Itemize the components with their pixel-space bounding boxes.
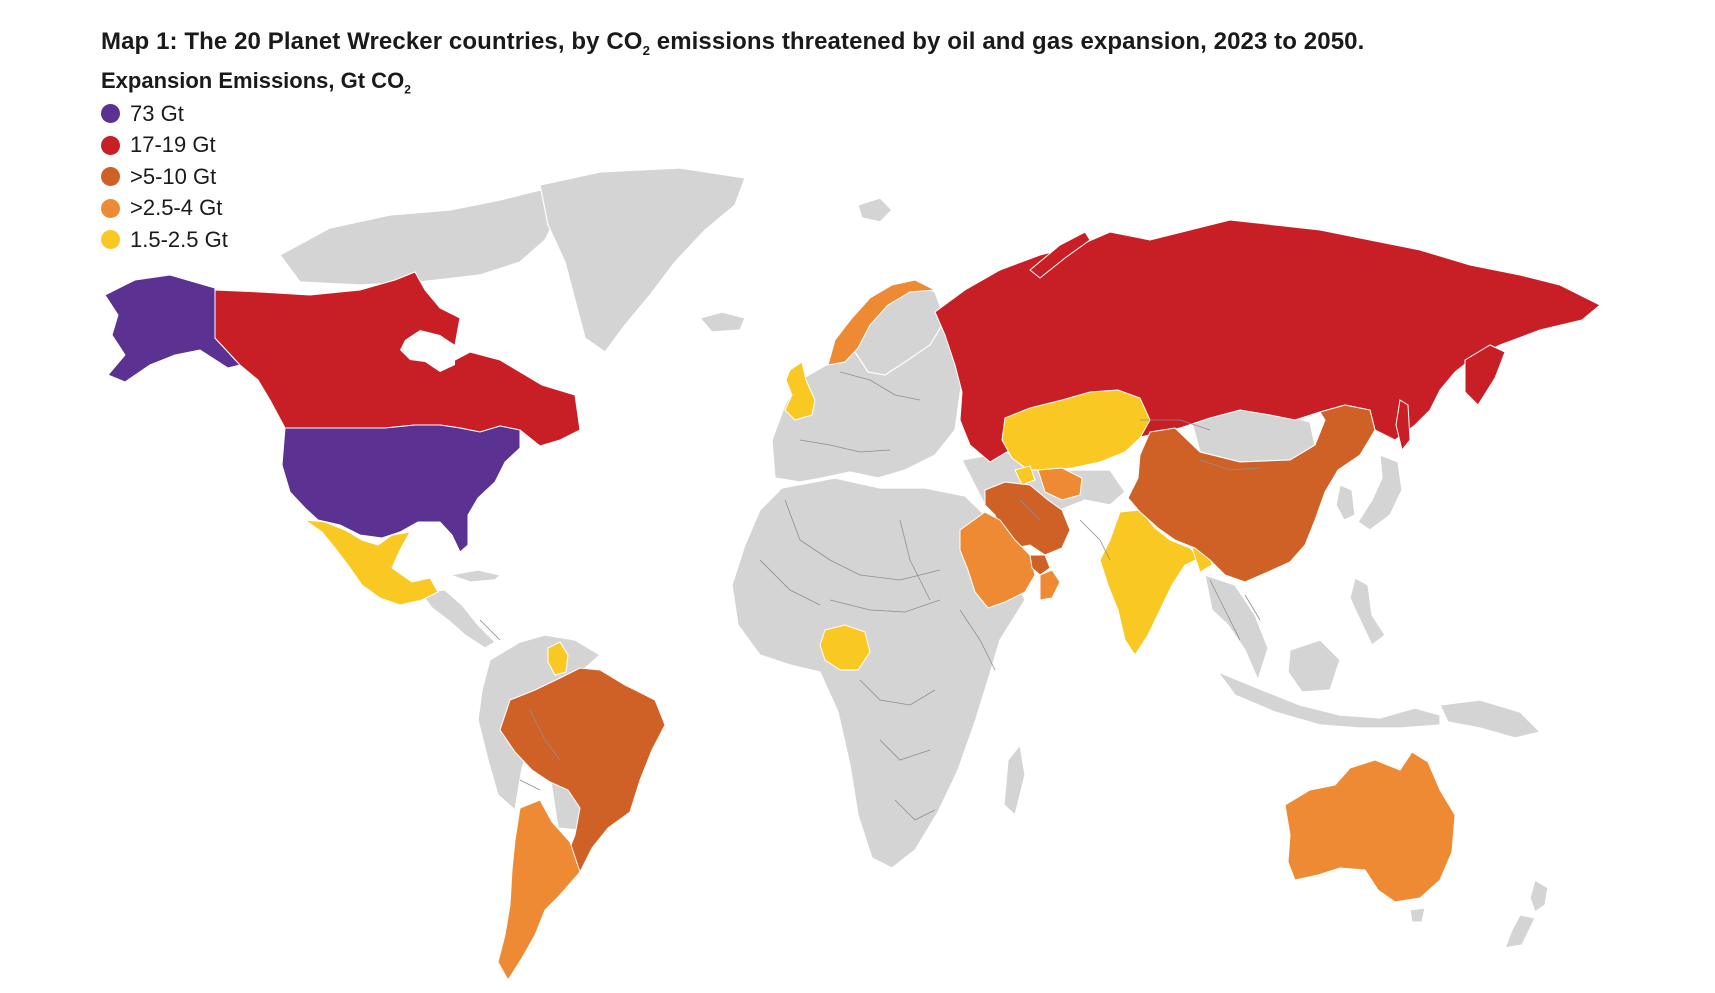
title-subscript: 2 bbox=[642, 42, 650, 58]
legend-swatch-orange bbox=[101, 198, 120, 218]
new-zealand bbox=[1504, 879, 1549, 949]
legend-item-2-5-4gt: >2.5-4 Gt bbox=[101, 193, 411, 225]
turkmenistan bbox=[1037, 467, 1083, 501]
caribbean bbox=[447, 569, 502, 583]
central-america bbox=[418, 589, 496, 649]
china bbox=[1127, 404, 1376, 583]
novaya-zemlya bbox=[1029, 231, 1091, 279]
highlighted-countries bbox=[104, 219, 1601, 981]
madagascar bbox=[1003, 743, 1026, 817]
legend-swatch-yellow bbox=[101, 230, 120, 250]
africa bbox=[731, 477, 1026, 869]
australia bbox=[1284, 751, 1456, 903]
legend-label: 1.5-2.5 Gt bbox=[130, 226, 228, 252]
brazil bbox=[499, 667, 666, 873]
legend-item-5-10gt: >5-10 Gt bbox=[101, 161, 411, 193]
legend-title-text: Expansion Emissions, Gt CO bbox=[101, 68, 405, 93]
new-guinea bbox=[1439, 699, 1542, 739]
legend-swatch-dark-orange bbox=[101, 167, 120, 187]
other-land bbox=[279, 167, 1549, 949]
azerbaijan bbox=[1014, 465, 1036, 486]
kazakhstan bbox=[1001, 389, 1151, 471]
legend-label: >5-10 Gt bbox=[130, 163, 217, 189]
borneo bbox=[1287, 639, 1341, 693]
legend-item-17-19gt: 17-19 Gt bbox=[101, 130, 411, 162]
legend-label: 17-19 Gt bbox=[130, 132, 216, 158]
oman bbox=[1039, 569, 1061, 601]
sakhalin bbox=[1395, 399, 1411, 452]
border-lines bbox=[479, 371, 1261, 821]
legend-label: 73 Gt bbox=[130, 100, 184, 126]
indonesia bbox=[1216, 670, 1441, 729]
legend-swatch-red bbox=[101, 135, 120, 155]
kamchatka bbox=[1464, 344, 1506, 406]
country-borders bbox=[479, 371, 1261, 821]
legend-swatch-purple bbox=[101, 104, 120, 124]
norway bbox=[827, 279, 937, 366]
iceland bbox=[698, 311, 746, 333]
legend-title: Expansion Emissions, Gt CO2 bbox=[101, 68, 411, 97]
legend-item-1-5-2-5gt: 1.5-2.5 Gt bbox=[101, 224, 411, 256]
japan bbox=[1357, 454, 1403, 531]
tasmania bbox=[1409, 907, 1426, 923]
saudi-arabia bbox=[959, 511, 1036, 609]
united-kingdom bbox=[784, 361, 816, 421]
legend-title-subscript: 2 bbox=[404, 82, 411, 97]
guyana bbox=[547, 641, 569, 676]
usa bbox=[281, 424, 521, 553]
title-text-before: Map 1: The 20 Planet Wrecker countries, … bbox=[101, 28, 643, 55]
india bbox=[1099, 509, 1201, 656]
title-text-after: emissions threatened by oil and gas expa… bbox=[650, 28, 1365, 55]
mexico bbox=[303, 519, 439, 606]
hudson-bay bbox=[400, 330, 455, 372]
argentina bbox=[497, 799, 581, 981]
philippines bbox=[1349, 577, 1386, 646]
legend-item-73gt: 73 Gt bbox=[101, 98, 411, 130]
greenland bbox=[539, 167, 746, 353]
legend-label: >2.5-4 Gt bbox=[130, 195, 223, 221]
nigeria bbox=[819, 624, 871, 671]
southeast-asia bbox=[1204, 574, 1269, 682]
uae-qatar bbox=[1029, 554, 1051, 576]
alaska bbox=[104, 274, 241, 383]
svalbard bbox=[857, 197, 893, 223]
legend: Expansion Emissions, Gt CO2 73 Gt 17-19 … bbox=[101, 68, 411, 256]
map-title: Map 1: The 20 Planet Wrecker countries, … bbox=[101, 28, 1365, 58]
korea bbox=[1335, 484, 1356, 521]
canada bbox=[214, 271, 581, 447]
